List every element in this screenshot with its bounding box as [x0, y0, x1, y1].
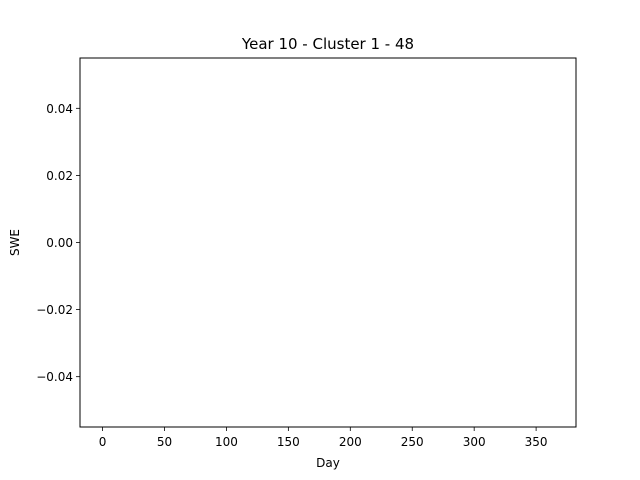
- x-tick-label: 200: [339, 435, 362, 449]
- plot-frame: [79, 57, 577, 428]
- y-tick-label: −0.02: [36, 303, 73, 317]
- x-axis: 0 50 100 150 200 250 300 350: [99, 427, 548, 449]
- y-axis: 0.04 0.02 0.00 −0.02 −0.04: [36, 102, 80, 384]
- y-tick-label: 0.02: [46, 169, 73, 183]
- x-tick-label: 150: [277, 435, 300, 449]
- x-axis-label: Day: [316, 456, 340, 470]
- x-tick-label: 0: [99, 435, 107, 449]
- x-tick-label: 350: [525, 435, 548, 449]
- x-tick-label: 250: [401, 435, 424, 449]
- y-axis-label: SWE: [8, 229, 22, 256]
- y-tick-label: 0.04: [46, 102, 73, 116]
- y-tick-label: 0.00: [46, 236, 73, 250]
- chart-title: Year 10 - Cluster 1 - 48: [241, 35, 414, 53]
- x-tick-label: 50: [157, 435, 172, 449]
- plot-area: [80, 58, 576, 427]
- y-tick-label: −0.04: [36, 370, 73, 384]
- x-tick-label: 300: [463, 435, 486, 449]
- x-tick-label: 100: [215, 435, 238, 449]
